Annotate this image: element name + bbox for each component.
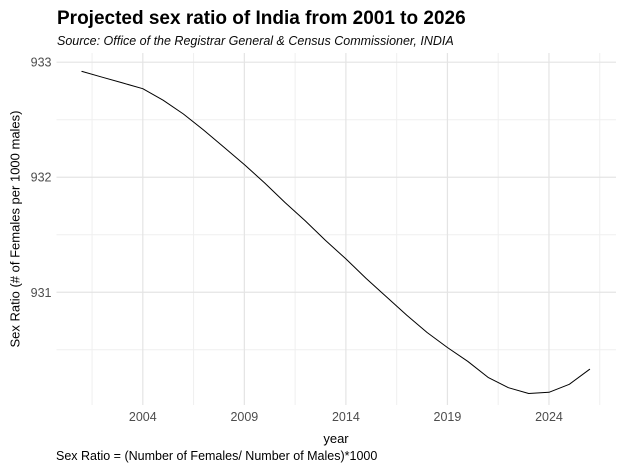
y-axis-title: Sex Ratio (# of Females per 1000 males) xyxy=(7,110,23,348)
chart-subtitle: Source: Office of the Registrar General … xyxy=(57,34,454,48)
x-axis-title: year xyxy=(323,431,349,446)
y-tick-label: 933 xyxy=(31,56,52,70)
x-tick-label: 2019 xyxy=(434,410,462,424)
x-tick-label: 2009 xyxy=(230,410,258,424)
x-tick-label: 2004 xyxy=(129,410,157,424)
data-line xyxy=(81,70,591,394)
x-tick-label: 2014 xyxy=(332,410,360,424)
y-tick-label: 931 xyxy=(31,286,52,300)
y-tick-label: 932 xyxy=(31,171,52,185)
x-tick-label: 2024 xyxy=(535,410,563,424)
chart-caption: Sex Ratio = (Number of Females/ Number o… xyxy=(56,449,378,463)
chart-title: Projected sex ratio of India from 2001 t… xyxy=(57,8,466,29)
